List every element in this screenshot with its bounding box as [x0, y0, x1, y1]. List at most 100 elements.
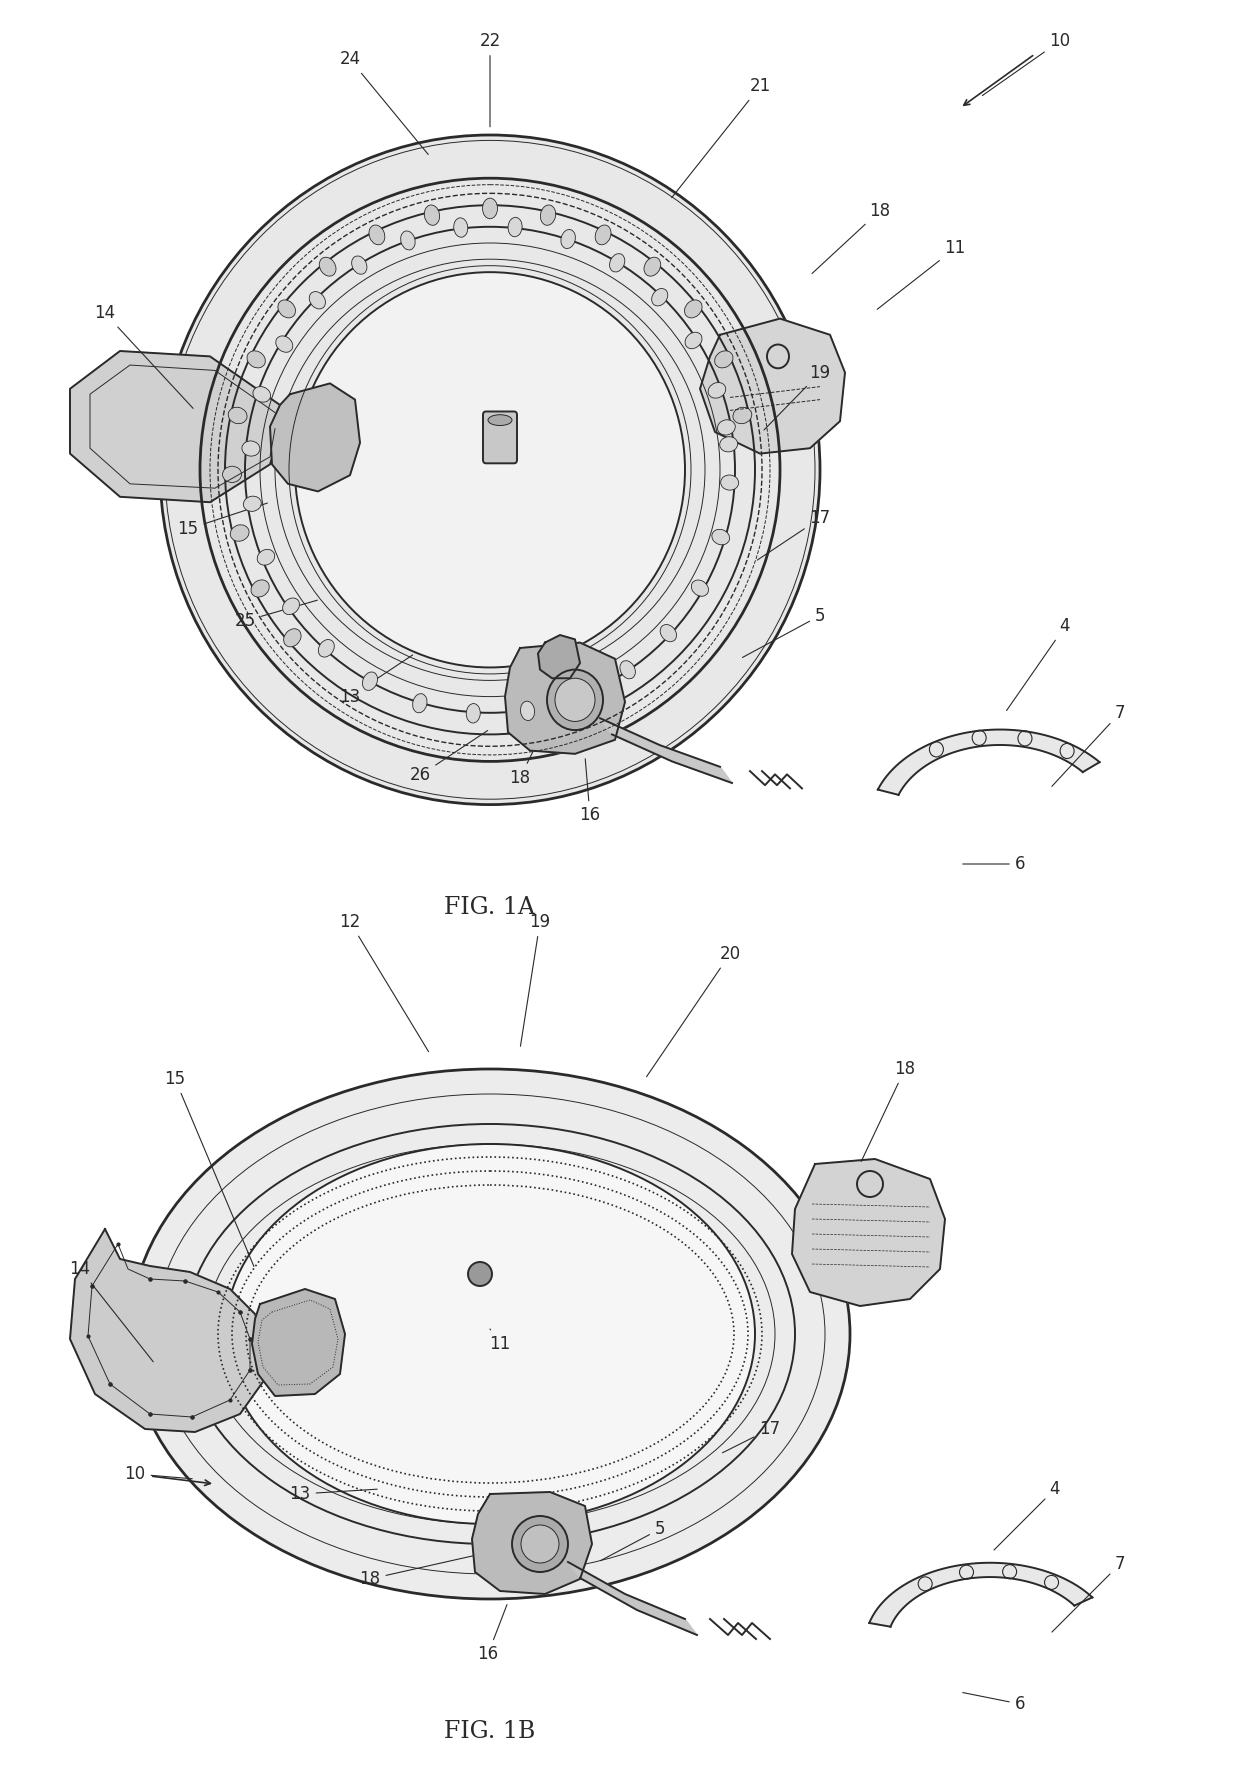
Text: 10: 10 [124, 1466, 192, 1483]
Text: 4: 4 [994, 1480, 1060, 1551]
Text: 11: 11 [877, 239, 966, 309]
Text: 19: 19 [764, 364, 831, 430]
Ellipse shape [652, 288, 668, 306]
Circle shape [512, 1515, 568, 1572]
Polygon shape [252, 1289, 345, 1397]
Polygon shape [792, 1160, 945, 1307]
Text: 18: 18 [812, 202, 890, 274]
Ellipse shape [413, 693, 427, 713]
Ellipse shape [573, 686, 588, 705]
Polygon shape [869, 1563, 1092, 1627]
Ellipse shape [684, 301, 702, 318]
Text: 22: 22 [480, 32, 501, 127]
Ellipse shape [489, 415, 512, 426]
Polygon shape [69, 352, 280, 502]
Text: 15: 15 [177, 504, 268, 537]
Text: 24: 24 [340, 51, 428, 154]
Text: 5: 5 [743, 606, 826, 658]
Ellipse shape [243, 497, 262, 511]
Ellipse shape [222, 467, 242, 483]
Text: 18: 18 [862, 1061, 915, 1162]
Ellipse shape [309, 292, 325, 309]
Ellipse shape [720, 476, 739, 490]
Ellipse shape [595, 225, 611, 244]
Ellipse shape [283, 598, 299, 615]
Ellipse shape [352, 256, 367, 274]
Text: 25: 25 [234, 599, 317, 629]
Ellipse shape [295, 272, 684, 668]
Ellipse shape [660, 624, 677, 642]
Ellipse shape [684, 332, 702, 348]
Text: 6: 6 [962, 856, 1025, 873]
Ellipse shape [319, 256, 336, 276]
Polygon shape [878, 730, 1100, 796]
Text: 17: 17 [723, 1420, 780, 1453]
Ellipse shape [719, 437, 738, 453]
FancyBboxPatch shape [484, 412, 517, 463]
Text: 18: 18 [360, 1552, 487, 1588]
Text: 17: 17 [758, 509, 831, 560]
Text: 18: 18 [510, 723, 547, 787]
Polygon shape [538, 635, 580, 679]
Text: 4: 4 [1007, 617, 1070, 711]
Polygon shape [472, 1492, 591, 1595]
Ellipse shape [708, 382, 725, 398]
Ellipse shape [714, 350, 733, 368]
Ellipse shape [250, 580, 269, 598]
Ellipse shape [466, 704, 480, 723]
Ellipse shape [224, 1144, 755, 1524]
Ellipse shape [610, 253, 625, 272]
Text: 12: 12 [340, 912, 429, 1052]
Ellipse shape [541, 205, 556, 225]
Polygon shape [270, 384, 360, 492]
Ellipse shape [482, 198, 497, 219]
Text: 5: 5 [600, 1520, 665, 1561]
Ellipse shape [362, 672, 377, 691]
Ellipse shape [130, 1070, 849, 1598]
Ellipse shape [620, 661, 635, 679]
Circle shape [521, 1526, 559, 1563]
Text: 16: 16 [477, 1605, 507, 1664]
Polygon shape [600, 718, 732, 783]
Circle shape [556, 679, 595, 721]
Ellipse shape [253, 387, 270, 401]
Ellipse shape [692, 580, 708, 596]
Ellipse shape [275, 336, 293, 352]
Ellipse shape [508, 217, 522, 237]
Ellipse shape [231, 525, 249, 541]
Ellipse shape [247, 350, 265, 368]
Text: 21: 21 [672, 78, 770, 198]
Ellipse shape [278, 301, 295, 318]
Text: FIG. 1B: FIG. 1B [444, 1720, 536, 1743]
Ellipse shape [521, 702, 534, 721]
Polygon shape [69, 1229, 265, 1432]
Polygon shape [505, 642, 625, 753]
Text: 10: 10 [982, 32, 1070, 95]
Text: 26: 26 [409, 730, 487, 785]
Text: 7: 7 [1052, 704, 1125, 787]
Ellipse shape [424, 205, 439, 225]
Ellipse shape [560, 230, 575, 249]
Text: 20: 20 [646, 946, 740, 1077]
Text: FIG. 1A: FIG. 1A [444, 896, 536, 919]
Text: 15: 15 [165, 1070, 254, 1266]
Ellipse shape [242, 440, 260, 456]
Ellipse shape [733, 407, 751, 424]
Text: 11: 11 [490, 1330, 511, 1353]
Polygon shape [701, 318, 844, 454]
Text: 16: 16 [579, 758, 600, 824]
Text: 14: 14 [94, 304, 193, 408]
Ellipse shape [228, 407, 247, 424]
Ellipse shape [257, 550, 275, 566]
Ellipse shape [284, 629, 301, 647]
Circle shape [547, 670, 603, 730]
Ellipse shape [718, 419, 735, 435]
Ellipse shape [160, 134, 820, 804]
Text: 19: 19 [521, 912, 551, 1047]
Text: 13: 13 [340, 654, 413, 705]
Text: 14: 14 [69, 1261, 154, 1361]
Ellipse shape [712, 529, 729, 545]
Ellipse shape [401, 232, 415, 249]
Ellipse shape [454, 217, 467, 237]
Ellipse shape [319, 640, 335, 658]
